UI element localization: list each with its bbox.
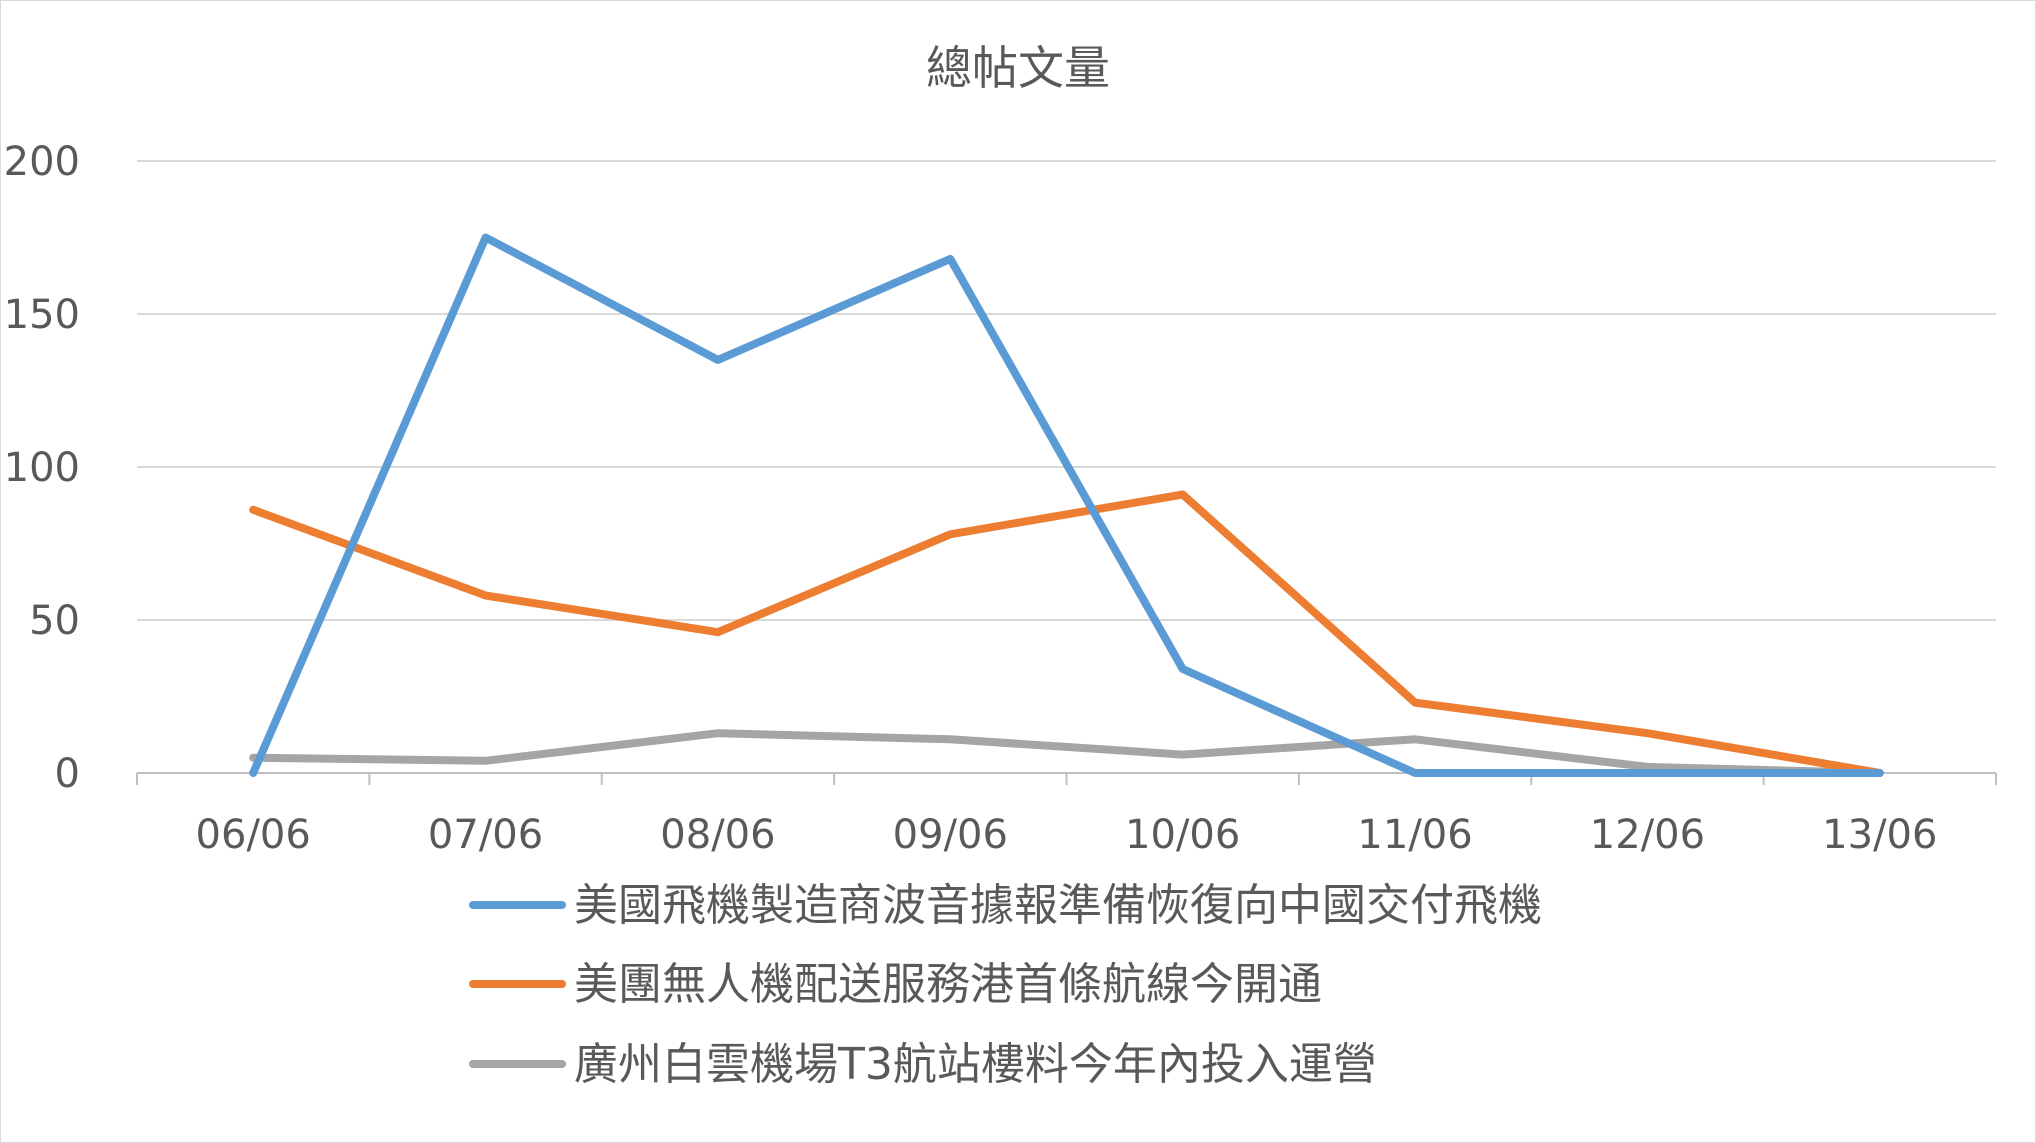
x-tick-label: 08/06 [660, 812, 775, 858]
x-tick-label: 11/06 [1357, 812, 1472, 858]
y-tick-label: 50 [29, 598, 80, 644]
legend-label-2: 美團無人機配送服務港首條航線今開通 [574, 959, 1322, 1010]
y-tick-label: 0 [55, 751, 80, 797]
x-tick-label: 10/06 [1125, 812, 1240, 858]
legend-label-3: 廣州白雲機場T3航站樓料今年內投入運營 [574, 1039, 1377, 1090]
series-line-3 [249, 729, 1884, 777]
chart-title: 總帖文量 [926, 41, 1110, 95]
x-tick-label: 12/06 [1590, 812, 1705, 858]
legend: 美國飛機製造商波音據報準備恢復向中國交付飛機美團無人機配送服務港首條航線今開通廣… [469, 880, 1542, 1090]
y-tick-label: 150 [4, 292, 80, 338]
x-tick-label: 09/06 [893, 812, 1008, 858]
series-line-1 [249, 233, 1884, 777]
series-line-2 [249, 490, 1884, 777]
x-tick-label: 07/06 [428, 812, 543, 858]
y-tick-label: 100 [4, 445, 80, 491]
series-layer [249, 233, 1884, 777]
x-tick-label: 13/06 [1822, 812, 1937, 858]
axis-layer: 0 50 100 150 200 06/06 07/06 08/06 09/06 10/06 11/… [4, 139, 1997, 858]
y-tick-label: 200 [4, 139, 80, 185]
x-tick-label: 06/06 [196, 812, 311, 858]
legend-label-1: 美國飛機製造商波音據報準備恢復向中國交付飛機 [574, 880, 1542, 931]
